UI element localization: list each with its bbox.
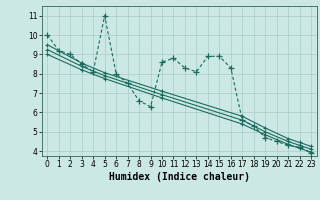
X-axis label: Humidex (Indice chaleur): Humidex (Indice chaleur)	[109, 172, 250, 182]
